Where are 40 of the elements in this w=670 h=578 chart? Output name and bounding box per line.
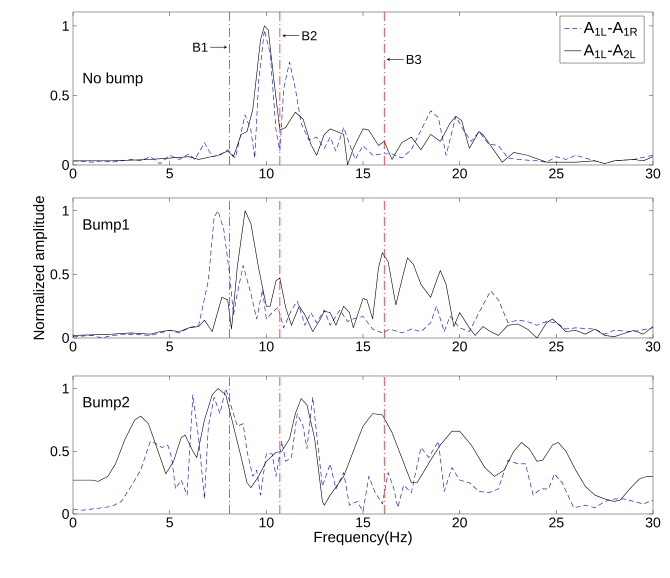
- y-tick-label: 0: [62, 509, 69, 519]
- x-tick-label: 20: [452, 518, 467, 528]
- text: Bump2: [84, 396, 130, 410]
- text: Bump1: [84, 219, 130, 233]
- x-tick-label: 25: [549, 168, 564, 178]
- ref-line-label: B1: [193, 42, 208, 52]
- y-tick-label: 0.5: [50, 269, 69, 280]
- x-tick-label: 30: [646, 168, 660, 178]
- x-tick-label: 15: [356, 342, 370, 352]
- x-tick-label: 0: [70, 518, 76, 528]
- y-tick-label: 0: [62, 333, 69, 343]
- y-tick-label: 0: [62, 160, 69, 170]
- x-tick-label: 10: [260, 168, 274, 178]
- x-tick-label: 5: [166, 168, 173, 178]
- text: No bump: [84, 72, 143, 86]
- x-tick-label: 0: [70, 342, 76, 352]
- x-tick-label: 10: [260, 518, 274, 528]
- x-tick-label: 15: [356, 168, 370, 178]
- x-tick-label: 25: [549, 342, 564, 352]
- x-tick-label: 10: [260, 342, 274, 352]
- legend-label: A$_{1L}$-A$_{2L}$: [584, 44, 636, 58]
- x-tick-label: 30: [646, 518, 660, 528]
- x-axis-title: Frequency(Hz): [314, 531, 412, 546]
- ref-line-label: B2: [302, 31, 317, 40]
- y-tick-label: 1: [62, 384, 69, 394]
- legend-label: A$_{1L}$-A$_{1R}$: [584, 22, 638, 36]
- x-tick-label: 15: [356, 518, 370, 528]
- x-tick-label: 5: [166, 342, 173, 352]
- y-axis-title: Normalized amplitude: [33, 196, 48, 340]
- ref-line-label: B3: [406, 54, 422, 64]
- y-tick-label: 1: [62, 21, 69, 31]
- x-tick-label: 20: [452, 342, 467, 352]
- y-tick-label: 1: [62, 206, 69, 216]
- x-tick-label: 30: [646, 342, 660, 352]
- y-tick-label: 0.5: [50, 446, 69, 456]
- y-tick-label: 0.5: [50, 90, 69, 100]
- x-tick-label: 5: [166, 518, 173, 528]
- x-tick-label: 20: [452, 168, 467, 178]
- x-tick-label: 25: [549, 518, 564, 528]
- x-tick-label: 0: [70, 168, 76, 178]
